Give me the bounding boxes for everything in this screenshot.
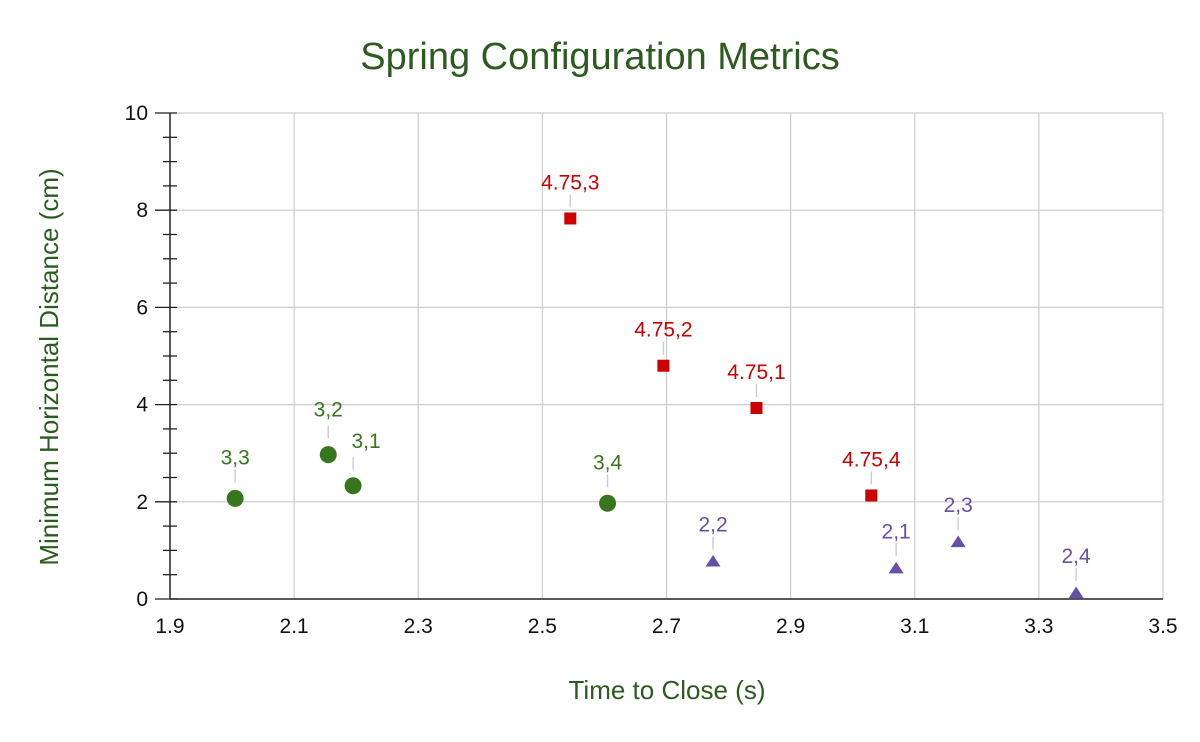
x-axis-title: Time to Close (s) [569, 675, 766, 705]
scatter-point-square [657, 359, 670, 372]
x-tick-label: 2.5 [528, 615, 557, 638]
x-tick-label: 3.3 [1024, 615, 1053, 638]
y-axis-title: Minimum Horizontal Distance (cm) [34, 168, 64, 565]
point-label: 2,4 [1062, 545, 1092, 568]
data-points [226, 212, 1084, 599]
y-tick-label: 2 [136, 491, 148, 514]
y-tick-label: 10 [125, 102, 148, 125]
point-label: 4.75,4 [842, 448, 901, 471]
y-tick-label: 6 [136, 296, 148, 319]
axes [155, 112, 1163, 600]
point-label: 2,3 [944, 494, 973, 517]
scatter-point-square [564, 212, 577, 225]
scatter-point-circle [599, 494, 617, 512]
tick-labels: 0 2 4 6 8 10 1.9 2.1 2.3 2.5 2.7 2.9 3.1 3.3 3.5 [125, 102, 1178, 638]
scatter-point-triangle [705, 554, 721, 567]
x-tick-label: 2.7 [652, 615, 681, 638]
scatter-point-circle [344, 477, 362, 495]
point-label: 4.75,3 [541, 171, 599, 194]
point-label: 4.75,2 [634, 319, 692, 342]
point-label: 3,3 [221, 446, 250, 469]
point-label: 2,1 [882, 520, 911, 543]
x-tick-label: 3.1 [900, 615, 929, 638]
scatter-point-square [865, 489, 878, 502]
point-label: 3,1 [351, 430, 380, 453]
x-tick-label: 2.3 [404, 615, 433, 638]
chart-title: Spring Configuration Metrics [360, 36, 839, 78]
scatter-point-triangle [950, 535, 966, 548]
label-leaders [234, 194, 1077, 582]
y-tick-label: 4 [136, 394, 148, 417]
x-tick-label: 2.1 [280, 615, 309, 638]
point-label: 2,2 [698, 514, 727, 537]
x-tick-label: 3.5 [1148, 615, 1177, 638]
scatter-point-circle [319, 446, 337, 464]
scatter-point-circle [226, 489, 244, 507]
point-label: 3,4 [593, 451, 623, 474]
scatter-point-square [750, 402, 763, 415]
x-tick-label: 1.9 [155, 615, 184, 638]
y-tick-label: 0 [136, 588, 148, 611]
point-labels: 3,3 3,2 3,1 3,4 4.75,3 4.75,2 4.75,1 4.75,4 2,2 2… [221, 171, 1091, 568]
gridlines [170, 112, 1164, 599]
point-label: 4.75,1 [727, 361, 785, 384]
x-tick-label: 2.9 [776, 615, 805, 638]
y-tick-label: 8 [136, 199, 148, 222]
scatter-point-triangle [888, 561, 904, 574]
scatter-point-triangle [1068, 586, 1084, 599]
point-label: 3,2 [314, 399, 343, 422]
